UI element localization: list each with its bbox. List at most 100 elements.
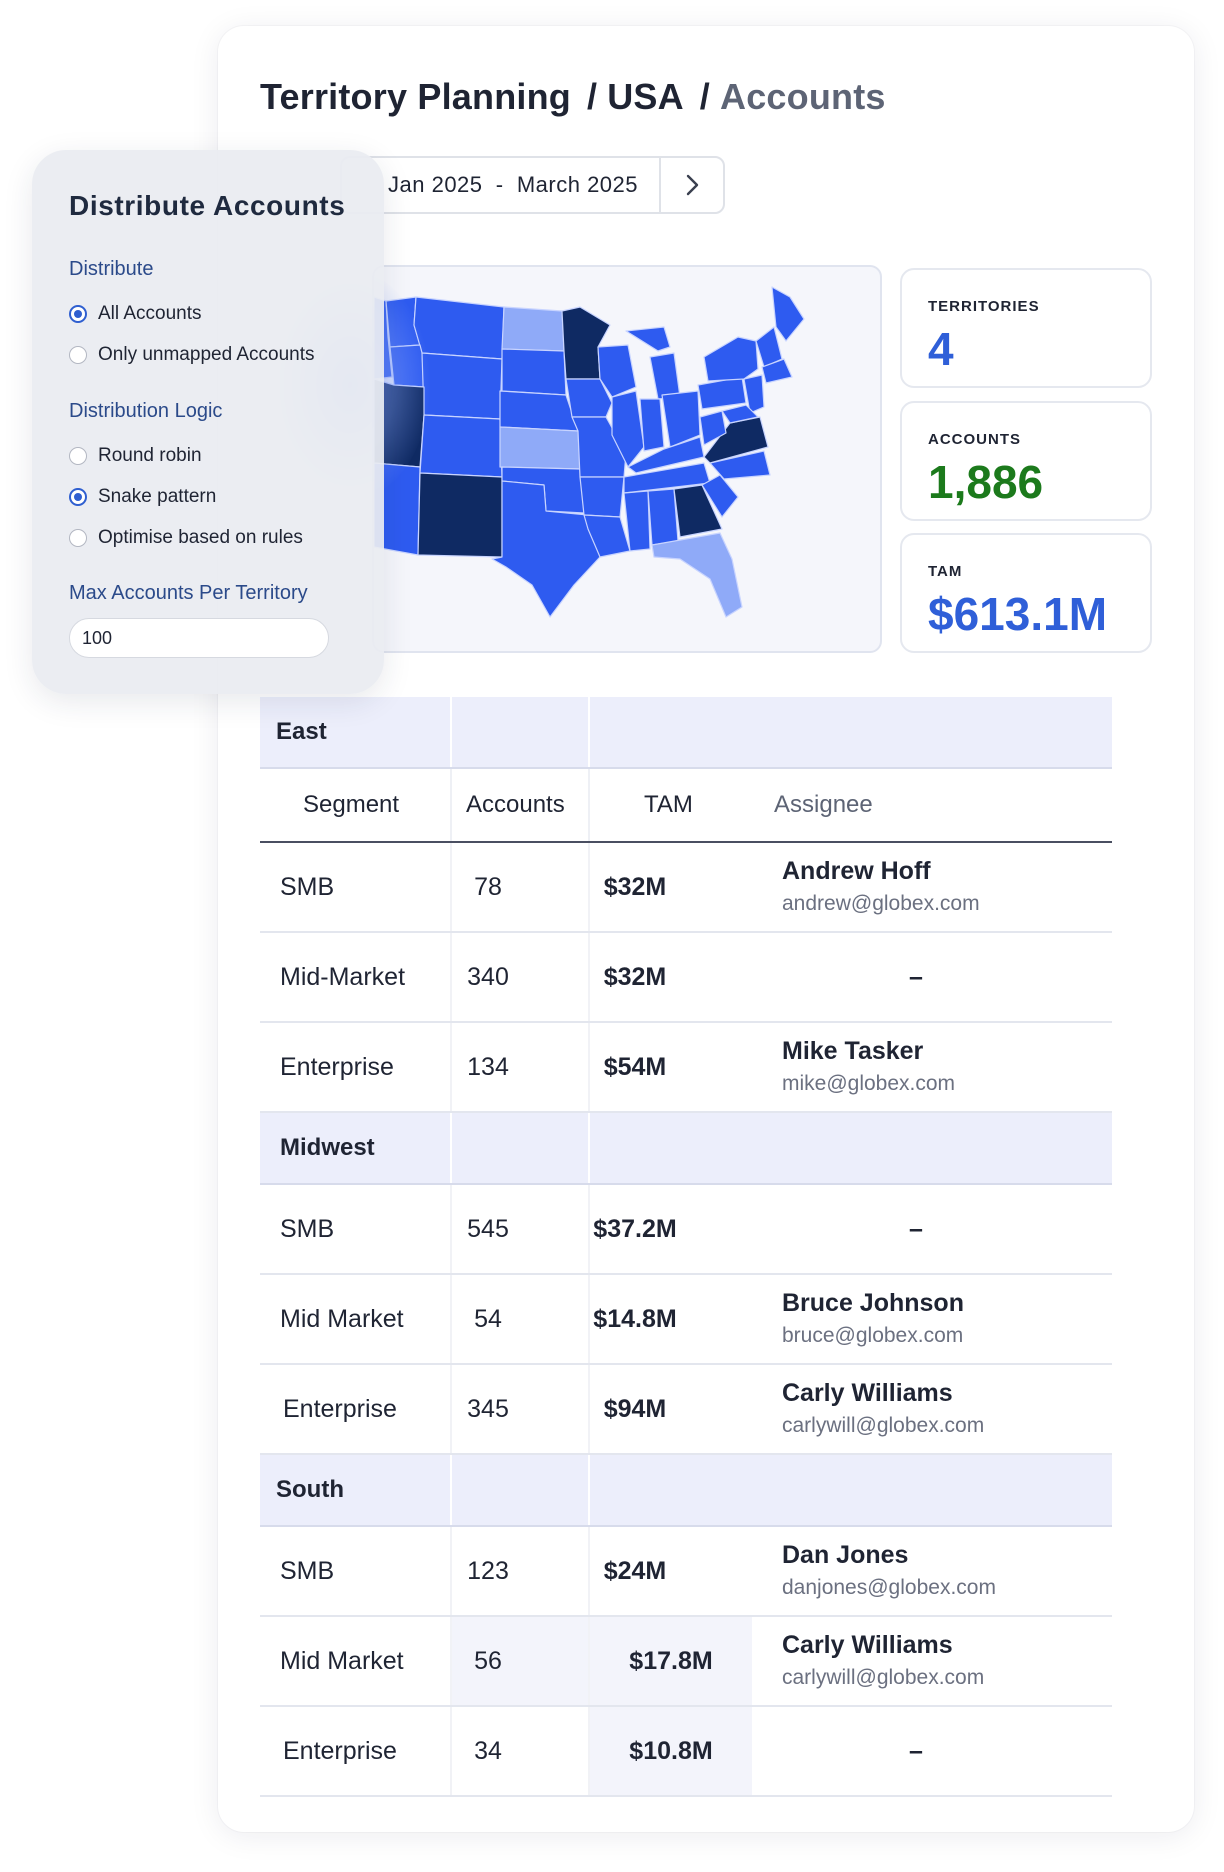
- assignee-name: Carly Williams: [782, 1631, 953, 1659]
- option-label: Snake pattern: [98, 486, 217, 507]
- cell-assignee[interactable]: Carly Williams carlywill@globex.com: [782, 1365, 984, 1453]
- assignee-email: mike@globex.com: [782, 1072, 956, 1095]
- column-header-tam[interactable]: TAM: [644, 791, 693, 818]
- cell-accounts: 340: [467, 962, 509, 991]
- cell-accounts: 345: [467, 1394, 509, 1423]
- option-round-robin[interactable]: Round robin: [69, 445, 202, 467]
- cell-assignee-empty[interactable]: –: [909, 962, 923, 991]
- stat-territories: TERRITORIES 4: [900, 268, 1152, 388]
- cell-accounts: 56: [474, 1646, 502, 1675]
- table-row[interactable]: Mid Market 56 $17.8M Carly Williams carl…: [260, 1617, 1112, 1707]
- region-name: Midwest: [280, 1134, 375, 1161]
- cell-tam: $10.8M: [629, 1736, 713, 1765]
- cell-accounts: 545: [467, 1214, 509, 1243]
- cell-segment: Mid Market: [280, 1646, 404, 1675]
- assignee-name: Bruce Johnson: [782, 1289, 964, 1317]
- region-name: East: [276, 718, 327, 745]
- distribute-label: Distribute: [69, 258, 154, 280]
- breadcrumb-usa[interactable]: USA: [607, 76, 684, 117]
- chevron-right-icon: [686, 174, 699, 196]
- assignee-name: Dan Jones: [782, 1541, 909, 1569]
- radio-icon[interactable]: [69, 447, 87, 465]
- cell-tam: $32M: [603, 962, 667, 991]
- stat-accounts-value: 1,886: [928, 456, 1044, 508]
- region-header-midwest: Midwest: [260, 1113, 1112, 1185]
- cell-assignee-empty[interactable]: –: [909, 1736, 923, 1765]
- date-start: Jan 2025: [388, 172, 483, 197]
- cell-segment: Enterprise: [283, 1394, 397, 1423]
- cell-tam: $14.8M: [593, 1304, 677, 1333]
- column-header-segment[interactable]: Segment: [303, 791, 400, 818]
- cell-segment: SMB: [280, 1556, 335, 1585]
- cell-accounts: 34: [474, 1736, 502, 1765]
- assignee-name: Andrew Hoff: [782, 857, 931, 885]
- cell-segment: Mid-Market: [280, 962, 406, 991]
- assignee-email: danjones@globex.com: [782, 1576, 996, 1599]
- date-next-button[interactable]: [659, 158, 723, 212]
- breadcrumb-accounts: Accounts: [720, 76, 886, 117]
- table-row[interactable]: Enterprise 345 $94M Carly Williams carly…: [260, 1365, 1112, 1455]
- radio-selected-icon[interactable]: [69, 305, 87, 323]
- option-label: All Accounts: [98, 303, 202, 324]
- stat-accounts-label: ACCOUNTS: [928, 431, 1021, 448]
- usa-territory-map[interactable]: [372, 265, 882, 653]
- option-only-unmapped[interactable]: Only unmapped Accounts: [69, 344, 315, 366]
- date-end: March 2025: [516, 172, 639, 197]
- cell-assignee[interactable]: Andrew Hoff andrew@globex.com: [782, 843, 980, 931]
- option-snake-pattern[interactable]: Snake pattern: [69, 486, 216, 508]
- stat-tam-label: TAM: [928, 563, 963, 580]
- column-header-accounts[interactable]: Accounts: [466, 791, 565, 818]
- table-row[interactable]: SMB 78 $32M Andrew Hoff andrew@globex.co…: [260, 843, 1112, 933]
- column-header-assignee[interactable]: Assignee: [774, 791, 873, 818]
- cell-tam: $94M: [603, 1394, 667, 1423]
- cell-accounts: 134: [467, 1052, 509, 1081]
- cell-assignee[interactable]: Mike Tasker mike@globex.com: [782, 1023, 955, 1111]
- cell-tam: $32M: [603, 872, 667, 901]
- cell-segment: Mid Market: [280, 1304, 404, 1333]
- stat-territories-value: 4: [928, 323, 954, 375]
- table-row[interactable]: Enterprise 134 $54M Mike Tasker mike@glo…: [260, 1023, 1112, 1113]
- option-label: Round robin: [98, 445, 202, 466]
- distribute-accounts-panel: Distribute Accounts Distribute All Accou…: [32, 150, 384, 694]
- cell-accounts: 54: [474, 1304, 502, 1333]
- cell-assignee[interactable]: Dan Jones danjones@globex.com: [782, 1527, 996, 1615]
- breadcrumb-territory-planning[interactable]: Territory Planning: [260, 76, 571, 117]
- table-row[interactable]: SMB 545 $37.2M –: [260, 1185, 1112, 1275]
- table-header: Segment Accounts TAM Assignee: [260, 769, 1112, 843]
- option-optimise-rules[interactable]: Optimise based on rules: [69, 527, 303, 549]
- region-header-south: South: [260, 1455, 1112, 1527]
- cell-assignee[interactable]: Carly Williams carlywill@globex.com: [782, 1617, 984, 1705]
- assignee-name: Mike Tasker: [782, 1037, 924, 1065]
- cell-assignee-empty[interactable]: –: [909, 1214, 923, 1243]
- table-row[interactable]: Mid Market 54 $14.8M Bruce Johnson bruce…: [260, 1275, 1112, 1365]
- table-row[interactable]: Mid-Market 340 $32M –: [260, 933, 1112, 1023]
- stat-territories-label: TERRITORIES: [928, 298, 1040, 315]
- cell-assignee[interactable]: Bruce Johnson bruce@globex.com: [782, 1275, 964, 1363]
- radio-selected-icon[interactable]: [69, 488, 87, 506]
- cell-segment: Enterprise: [280, 1052, 394, 1081]
- max-accounts-input[interactable]: 100: [69, 618, 329, 658]
- option-all-accounts[interactable]: All Accounts: [69, 303, 202, 325]
- radio-icon[interactable]: [69, 346, 87, 364]
- usa-map-icon: [374, 286, 805, 618]
- date-range-picker[interactable]: Jan 2025 - March 2025: [340, 156, 725, 214]
- assignee-email: carlywill@globex.com: [782, 1414, 985, 1437]
- panel-title: Distribute Accounts: [69, 190, 346, 221]
- accounts-table: East Segment Accounts TAM Assignee SMB 7…: [260, 697, 1112, 1797]
- cell-segment: SMB: [280, 872, 335, 901]
- radio-icon[interactable]: [69, 529, 87, 547]
- date-range-label[interactable]: Jan 2025 - March 2025: [342, 172, 659, 198]
- table-row[interactable]: SMB 123 $24M Dan Jones danjones@globex.c…: [260, 1527, 1112, 1617]
- cell-segment: SMB: [280, 1214, 335, 1243]
- distribution-logic-label: Distribution Logic: [69, 400, 223, 422]
- breadcrumb: Territory Planning / USA / Accounts: [260, 76, 886, 118]
- stat-tam: TAM $613.1M: [900, 533, 1152, 653]
- option-label: Optimise based on rules: [98, 527, 303, 548]
- assignee-email: bruce@globex.com: [782, 1324, 964, 1347]
- date-dash: -: [495, 172, 504, 197]
- cell-tam: $37.2M: [593, 1214, 677, 1243]
- stat-accounts: ACCOUNTS 1,886: [900, 401, 1152, 521]
- cell-tam: $17.8M: [629, 1646, 713, 1675]
- table-row[interactable]: Enterprise 34 $10.8M –: [260, 1707, 1112, 1797]
- max-accounts-label: Max Accounts Per Territory: [69, 582, 308, 604]
